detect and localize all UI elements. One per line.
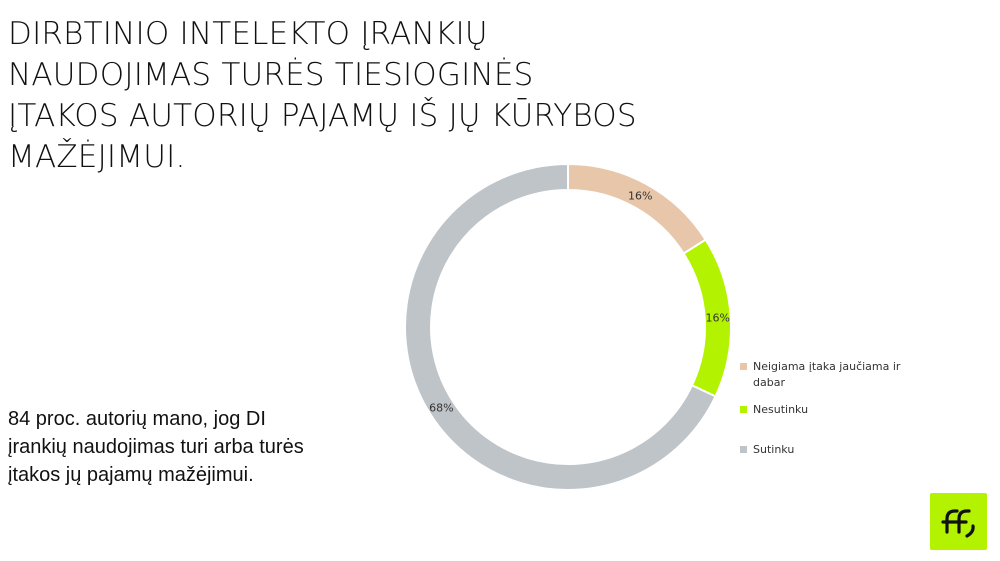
- legend-swatch-neigiama: [740, 363, 747, 370]
- ff-logo-icon: [930, 493, 987, 550]
- legend-swatch-sutinku: [740, 446, 747, 453]
- summary-text: 84 proc. autorių mano, jog DI įrankių na…: [8, 408, 304, 486]
- data-label-neigiama: 16%: [628, 190, 652, 203]
- data-label-nesutinku: 16%: [705, 312, 729, 325]
- legend-item-nesutinku: Nesutinku: [740, 402, 923, 418]
- legend-label-nesutinku: Nesutinku: [753, 403, 809, 416]
- legend-item-sutinku: Sutinku: [740, 442, 923, 458]
- page-title: DIRBTINIO INTELEKTO ĮRANKIŲ NAUDOJIMAS T…: [8, 16, 637, 175]
- legend-label-neigiama: Neigiama įtaka jaučiama ir dabar: [753, 360, 901, 389]
- legend-item-neigiama: Neigiama įtaka jaučiama ir dabar: [740, 359, 923, 391]
- donut-slice-sutinku: [404, 162, 717, 491]
- data-label-sutinku: 68%: [429, 401, 453, 414]
- legend-label-sutinku: Sutinku: [753, 443, 795, 456]
- legend-swatch-nesutinku: [740, 406, 747, 413]
- donut-slice-neigiama: [567, 162, 708, 255]
- ff-logo-mark: [930, 493, 987, 550]
